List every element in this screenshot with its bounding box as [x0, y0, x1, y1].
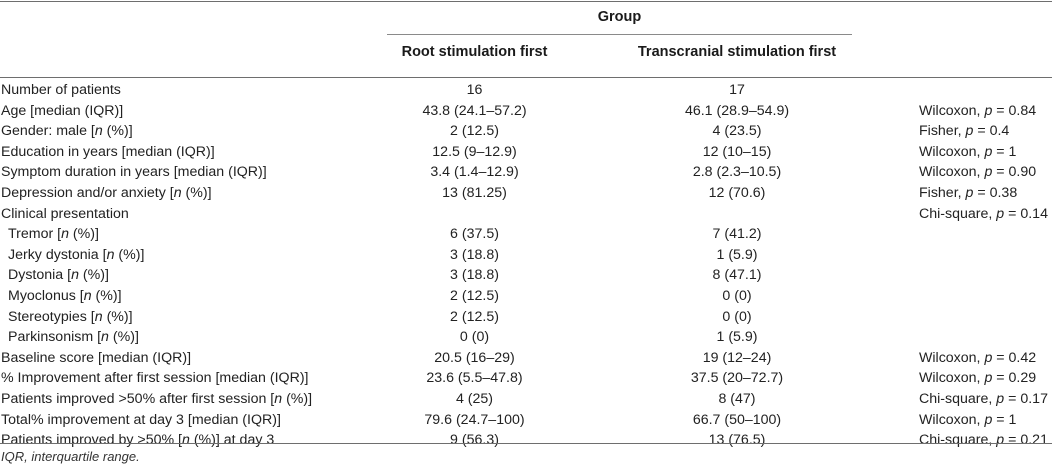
- statistical-test: Wilcoxon, p = 0.84: [919, 102, 1037, 119]
- group-rule: [387, 34, 852, 35]
- transcranial-value: 37.5 (20–72.7): [690, 370, 784, 387]
- statistical-test: Chi-square, p = 0.21: [919, 432, 1048, 449]
- column-header-transcranial: Transcranial stimulation first: [637, 44, 837, 60]
- table-row: Stereotypies [n (%)] 2 (12.5) 0 (0): [0, 307, 1052, 327]
- root-value: 2 (12.5): [450, 123, 499, 140]
- row-label: Symptom duration in years [median (IQR)]: [1, 164, 267, 181]
- transcranial-value: 8 (47): [718, 391, 756, 407]
- table-row: Education in years [median (IQR)] 12.5 (9…: [0, 142, 1052, 162]
- transcranial-value: 1 (5.9): [716, 246, 758, 263]
- row-label: Age [median (IQR)]: [1, 102, 124, 119]
- row-label: Jerky dystonia [n (%)]: [8, 246, 145, 263]
- root-value: 0 (0): [459, 329, 490, 346]
- transcranial-value: 12 (70.6): [708, 185, 766, 201]
- root-value: 23.6 (5.5–47.8): [426, 370, 523, 387]
- table-row: Symptom duration in years [median (IQR)]…: [0, 162, 1052, 182]
- table-row: % Improvement after first session [media…: [0, 368, 1052, 388]
- root-value: 9 (56.3): [450, 432, 499, 449]
- root-value: 3.4 (1.4–12.9): [430, 164, 519, 181]
- table-row: Myoclonus [n (%)] 2 (12.5) 0 (0): [0, 286, 1052, 306]
- transcranial-value: 2.8 (2.3–10.5): [692, 164, 782, 181]
- row-label: Patients improved by >50% [n (%)] at day…: [1, 432, 275, 449]
- table-row: Patients improved >50% after first sessi…: [0, 389, 1052, 409]
- root-value: 13 (81.25): [442, 185, 507, 201]
- row-label: Total% improvement at day 3 [median (IQR…: [1, 411, 281, 428]
- root-value: 6 (37.5): [450, 226, 499, 243]
- row-label: Patients improved >50% after first sessi…: [1, 391, 313, 407]
- row-label: % Improvement after first session [media…: [1, 370, 309, 387]
- statistical-test: Wilcoxon, p = 0.29: [919, 370, 1037, 387]
- root-value: 3 (18.8): [450, 267, 499, 284]
- transcranial-value: 1 (5.9): [716, 329, 758, 346]
- row-label: Dystonia [n (%)]: [8, 267, 109, 284]
- transcranial-value: 0 (0): [722, 288, 752, 304]
- bottom-rule: [0, 443, 1052, 444]
- root-value: 2 (12.5): [450, 308, 499, 325]
- transcranial-value: 8 (47.1): [712, 267, 762, 284]
- transcranial-value: 17: [729, 82, 745, 98]
- statistical-test: Wilcoxon, p = 0.42: [919, 349, 1037, 366]
- transcranial-value: 66.7 (50–100): [692, 411, 782, 428]
- statistical-test: Chi-square, p = 0.17: [919, 391, 1048, 407]
- table-row: Gender: male [n (%)] 2 (12.5) 4 (23.5) Fish…: [0, 121, 1052, 141]
- row-label: Clinical presentation: [1, 205, 129, 222]
- root-value: 16: [466, 82, 483, 98]
- transcranial-value: 46.1 (28.9–54.9): [684, 102, 790, 119]
- group-header: Group: [597, 9, 642, 25]
- table-row: Jerky dystonia [n (%)] 3 (18.8) 1 (5.9): [0, 245, 1052, 265]
- table-row: Patients improved by >50% [n (%)] at day…: [0, 430, 1052, 450]
- table-row: Number of patients 16 17: [0, 80, 1052, 100]
- statistical-test: Fisher, p = 0.38: [919, 185, 1018, 201]
- row-label: Depression and/or anxiety [n (%)]: [1, 185, 212, 201]
- row-label: Baseline score [median (IQR)]: [1, 349, 192, 366]
- row-label: Stereotypies [n (%)]: [8, 308, 133, 325]
- table-row: Dystonia [n (%)] 3 (18.8) 8 (47.1): [0, 265, 1052, 285]
- top-rule: [0, 1, 1052, 2]
- row-label: Education in years [median (IQR)]: [1, 143, 215, 160]
- table-row: Clinical presentation Chi-square, p = 0.1…: [0, 204, 1052, 224]
- transcranial-value: 0 (0): [722, 308, 752, 325]
- transcranial-value: 19 (12–24): [702, 349, 772, 366]
- transcranial-value: 13 (76.5): [708, 432, 766, 449]
- row-label: Myoclonus [n (%)]: [8, 288, 122, 304]
- root-value: 2 (12.5): [450, 288, 499, 304]
- root-value: 20.5 (16–29): [434, 349, 515, 366]
- root-value: 79.6 (24.7–100): [424, 411, 525, 428]
- table-row: Parkinsonism [n (%)] 0 (0) 1 (5.9): [0, 327, 1052, 347]
- row-label: Parkinsonism [n (%)]: [8, 329, 139, 346]
- transcranial-value: 4 (23.5): [712, 123, 762, 140]
- table-row: Total% improvement at day 3 [median (IQR…: [0, 410, 1052, 430]
- statistical-test: Fisher, p = 0.4: [919, 123, 1010, 140]
- footnote: IQR, interquartile range.: [1, 449, 140, 464]
- table-row: Baseline score [median (IQR)] 20.5 (16–29…: [0, 348, 1052, 368]
- root-value: 43.8 (24.1–57.2): [422, 102, 527, 119]
- row-label: Gender: male [n (%)]: [1, 123, 133, 140]
- row-label: Number of patients: [1, 82, 121, 98]
- table-row: Tremor [n (%)] 6 (37.5) 7 (41.2): [0, 224, 1052, 244]
- header-rule: [0, 77, 1052, 78]
- root-value: 12.5 (9–12.9): [432, 143, 517, 160]
- column-header-root: Root stimulation first: [401, 44, 548, 60]
- transcranial-value: 7 (41.2): [712, 226, 762, 243]
- statistical-test: Chi-square, p = 0.14: [919, 205, 1048, 222]
- statistical-test: Wilcoxon, p = 0.90: [919, 164, 1037, 181]
- table-row: Depression and/or anxiety [n (%)] 13 (81.…: [0, 183, 1052, 203]
- root-value: 4 (25): [455, 391, 494, 407]
- table-row: Age [median (IQR)] 43.8 (24.1–57.2) 46.1 (…: [0, 101, 1052, 121]
- root-value: 3 (18.8): [450, 246, 499, 263]
- transcranial-value: 12 (10–15): [702, 143, 772, 160]
- row-label: Tremor [n (%)]: [8, 226, 99, 243]
- statistical-test: Wilcoxon, p = 1: [919, 143, 1017, 160]
- statistical-test: Wilcoxon, p = 1: [919, 411, 1017, 428]
